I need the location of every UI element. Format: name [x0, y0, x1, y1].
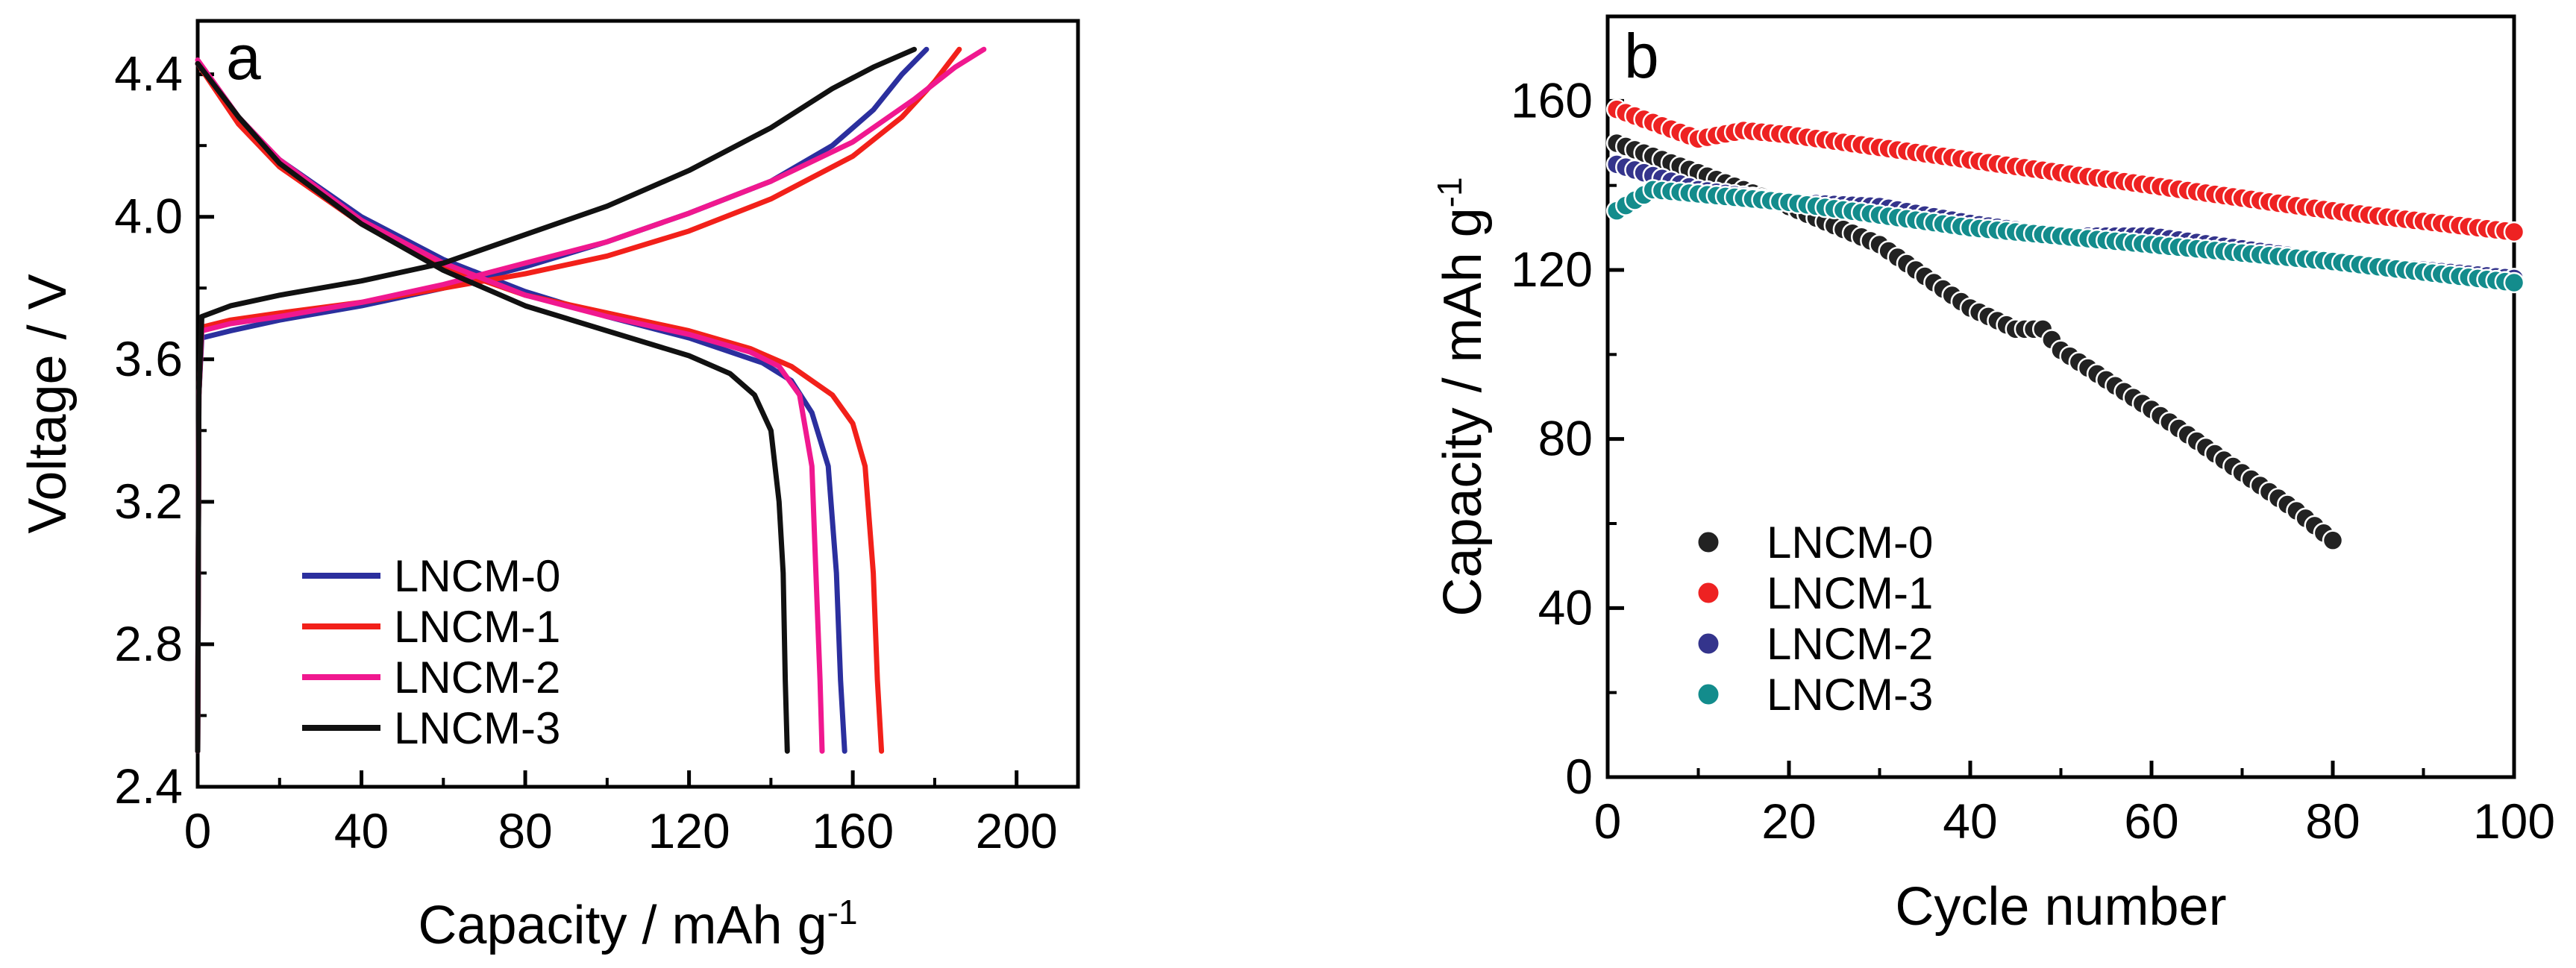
panel-b-x-tick-label-20: 20 [1761, 793, 1816, 849]
panel-a-legend-label-lncm-2: LNCM-2 [394, 653, 560, 703]
panel-a-x-tick-label-80: 80 [498, 803, 552, 858]
panel-a-x-tick-label-40: 40 [334, 803, 389, 858]
panel-b-y-axis-title: Capacity / mAh g-1 [1430, 177, 1493, 616]
panel-a-x-tick-label-200: 200 [976, 803, 1058, 858]
panel-b-point-lncm-0-cycle-80 [2322, 529, 2344, 551]
panel-b-y-tick-label-160: 160 [1511, 72, 1593, 128]
panel-a-legend-label-lncm-1: LNCM-1 [394, 602, 560, 652]
panel-a-legend-label-lncm-0: LNCM-0 [394, 551, 560, 601]
panel-b-y-axis-title-main: Capacity / mAh g [1433, 207, 1493, 616]
panel-b-legend-marker-lncm-2 [1696, 631, 1721, 656]
panel-b-letter: b [1624, 21, 1659, 91]
panel-a-y-tick-label-4.4: 4.4 [114, 46, 183, 101]
panel-a-series-lncm-2-discharge-line [195, 57, 825, 754]
panel-b-point-lncm-3-cycle-100 [2503, 271, 2525, 294]
panel-b-y-tick-label-80: 80 [1538, 411, 1593, 466]
panel-b-y-tick-label-0: 0 [1565, 749, 1593, 804]
panel-a-x-axis-title-superscript: -1 [827, 893, 858, 931]
panel-b-legend-marker-lncm-0 [1696, 529, 1721, 555]
panel-a-x-tick-label-120: 120 [648, 803, 730, 858]
panel-b-x-tick-label-60: 60 [2124, 793, 2178, 849]
panel-a-series-lncm-1-charge-line [195, 46, 962, 754]
panel-b-legend-marker-lncm-3 [1696, 682, 1721, 707]
panel-b-series-lncm-1 [1605, 98, 2525, 243]
panel-b-legend-marker-lncm-1 [1696, 580, 1721, 606]
panel-b-x-axis-title: Cycle number [1895, 877, 2226, 937]
panel-a-legend-label-lncm-3: LNCM-3 [394, 703, 560, 753]
panel-b-legend-label-lncm-2: LNCM-2 [1767, 619, 1933, 669]
panel-b-y-tick-label-120: 120 [1511, 242, 1593, 297]
panel-b-point-lncm-1-cycle-100 [2503, 221, 2525, 243]
panel-b-y-axis-title-superscript: -1 [1430, 177, 1469, 207]
panel-a-series-lncm-0-charge-line [195, 46, 930, 754]
panel-a: a Capacity / mAh g-1 Voltage / V 0 40 80 12… [18, 19, 1080, 955]
panel-a-y-tick-label-4: 4.0 [114, 189, 183, 244]
panel-a-y-tick-label-2.8: 2.8 [114, 616, 183, 671]
panel-a-y-tick-label-3.2: 3.2 [114, 474, 183, 529]
panel-a-series-lncm-2-charge-line [195, 46, 987, 754]
panel-a-x-axis-title-main: Capacity / mAh g [418, 896, 827, 955]
panel-b-x-tick-label-40: 40 [1943, 793, 1997, 849]
panel-b-y-tick-label-40: 40 [1538, 579, 1593, 635]
panel-b-x-tick-label-0: 0 [1594, 793, 1622, 849]
panel-a-x-axis-title: Capacity / mAh g-1 [418, 893, 857, 955]
panel-b-series-lncm-3 [1605, 179, 2525, 294]
panel-a-series-lncm-3-discharge-line [195, 60, 790, 754]
panel-b-legend-label-lncm-0: LNCM-0 [1767, 518, 1933, 568]
panel-a-series-lncm-3-charge-line [195, 46, 917, 754]
panel-b-x-tick-label-100: 100 [2473, 793, 2555, 849]
panel-b-legend-label-lncm-3: LNCM-3 [1767, 670, 1933, 720]
panel-a-y-tick-label-2.4: 2.4 [114, 758, 183, 814]
panel-a-y-axis-title: Voltage / V [18, 274, 78, 533]
panel-b: b Cycle number Capacity / mAh g-1 0 20 40 6… [1430, 14, 2555, 937]
panel-a-letter: a [226, 22, 261, 92]
panel-a-x-tick-label-160: 160 [812, 803, 894, 858]
panel-a-x-tick-label-0: 0 [184, 803, 212, 858]
panel-b-x-tick-label-80: 80 [2305, 793, 2360, 849]
panel-a-frame [195, 19, 1080, 789]
panel-b-legend-label-lncm-1: LNCM-1 [1767, 568, 1933, 618]
panel-a-y-tick-label-3.6: 3.6 [114, 331, 183, 386]
